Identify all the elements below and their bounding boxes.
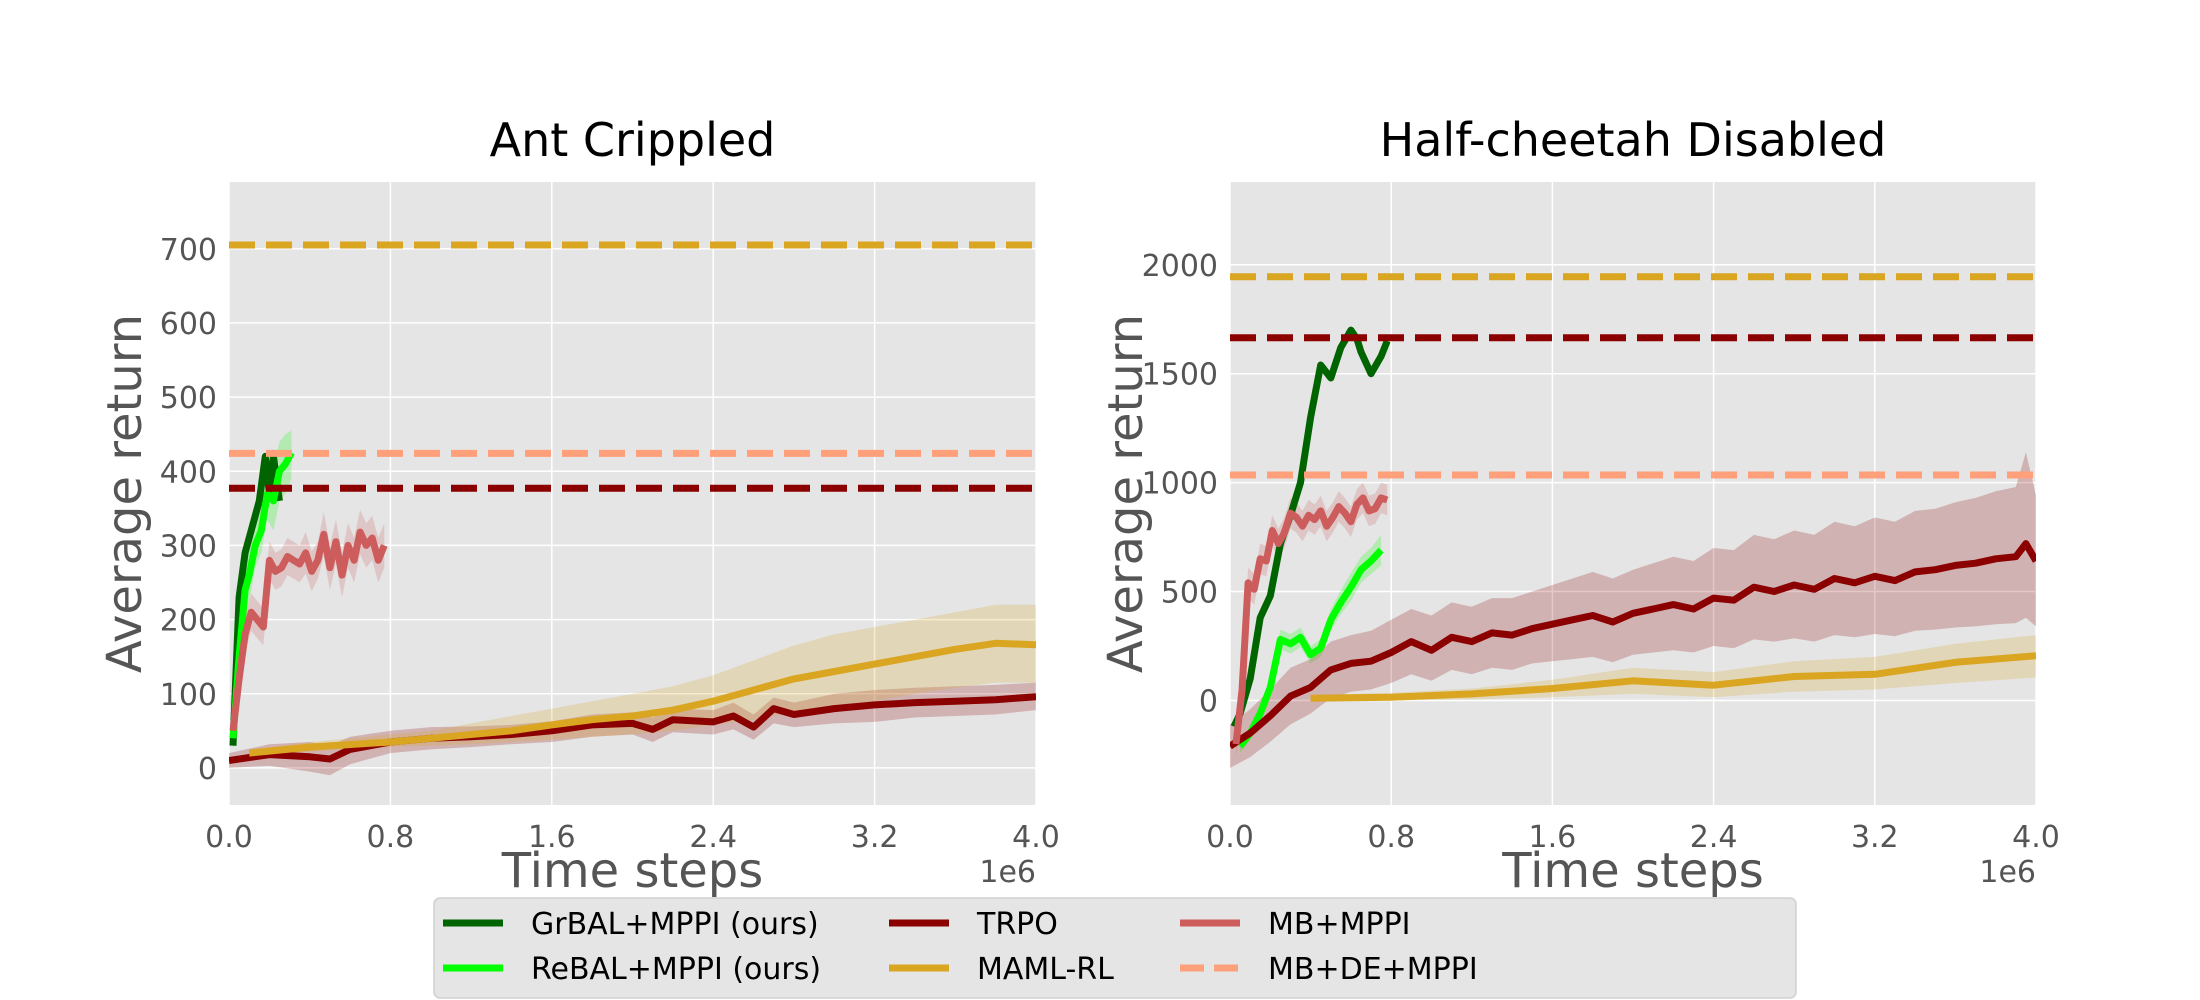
band-maml-rl [249, 604, 1036, 757]
series-trpo [229, 693, 1036, 764]
legend: GrBAL+MPPI (ours) ReBAL+MPPI (ours) TRPO MA… [433, 897, 1797, 999]
series-grbal-mppi-ours [1230, 326, 1391, 729]
series-mb-mppi [1232, 494, 1389, 745]
series-grbal-mppi-ours [229, 452, 283, 746]
x-tick-label: 2.4 [689, 820, 737, 855]
legend-box [433, 897, 1797, 999]
x-tick-label: 3.2 [1851, 820, 1899, 855]
legend-label-maml-rl: MAML-RL [977, 952, 1114, 987]
x-scale-label: 1e6 [979, 855, 1036, 890]
x-tick-label: 0.8 [367, 820, 415, 855]
x-scale-label: 1e6 [1979, 855, 2036, 890]
band-rebal-mppi-ours [233, 430, 292, 750]
series-maml-rl [248, 639, 1036, 757]
chart-half-cheetah-disabled: 0.0 0.8 1.6 2.4 3.2 4.0 0 500 1000 1500 2000 1e6 Hal… [1098, 113, 2060, 899]
y-tick-label: 700 [160, 233, 217, 268]
y-tick-label: 0 [198, 752, 217, 787]
y-axis-label: Average return [1098, 314, 1154, 673]
series-rebal-mppi-ours [1237, 547, 1384, 749]
legend-label-mb-mppi: MB+MPPI [1268, 907, 1411, 942]
legend-label-mb-de-mppi: MB+DE+MPPI [1268, 952, 1478, 987]
legend-label-grbal-mppi-ours: GrBAL+MPPI (ours) [531, 907, 819, 942]
x-tick-label: 4.0 [2012, 820, 2060, 855]
series-trpo [1230, 540, 2036, 750]
legend-label-trpo: TRPO [976, 907, 1058, 942]
x-tick-label: 4.0 [1012, 820, 1060, 855]
y-tick-label: 100 [160, 678, 217, 713]
x-tick-label: 0.0 [1206, 820, 1254, 855]
y-tick-label: 200 [160, 604, 217, 639]
x-tick-label: 1.6 [1529, 820, 1577, 855]
chart-title: Half-cheetah Disabled [1380, 113, 1887, 167]
x-tick-label: 2.4 [1690, 820, 1738, 855]
x-tick-label: 3.2 [851, 820, 899, 855]
y-tick-label: 500 [160, 381, 217, 416]
series-mb-mppi [229, 528, 388, 732]
y-tick-label: 1500 [1142, 358, 1218, 393]
series-rebal-mppi-ours [229, 451, 295, 739]
band-maml-rl [1310, 635, 2036, 702]
chart-title: Ant Crippled [490, 113, 776, 167]
series-maml-rl [1310, 652, 2036, 702]
legend-label-rebal-mppi-ours: ReBAL+MPPI (ours) [531, 952, 821, 987]
chart-ant-crippled: 0.0 0.8 1.6 2.4 3.2 4.0 0 100 200 300 400 500 600 700… [97, 113, 1060, 899]
y-tick-label: 300 [160, 529, 217, 564]
y-axis-label: Average return [97, 314, 153, 673]
x-tick-label: 1.6 [528, 820, 576, 855]
y-tick-label: 600 [160, 307, 217, 342]
y-tick-label: 0 [1199, 684, 1218, 719]
x-tick-label: 0.8 [1367, 820, 1415, 855]
y-tick-label: 2000 [1142, 249, 1218, 284]
y-tick-label: 400 [160, 455, 217, 490]
x-axis-label: Time steps [1501, 843, 1764, 899]
x-tick-label: 0.0 [205, 820, 253, 855]
x-axis-label: Time steps [501, 843, 764, 899]
y-tick-label: 500 [1161, 576, 1218, 611]
y-tick-label: 1000 [1142, 467, 1218, 502]
